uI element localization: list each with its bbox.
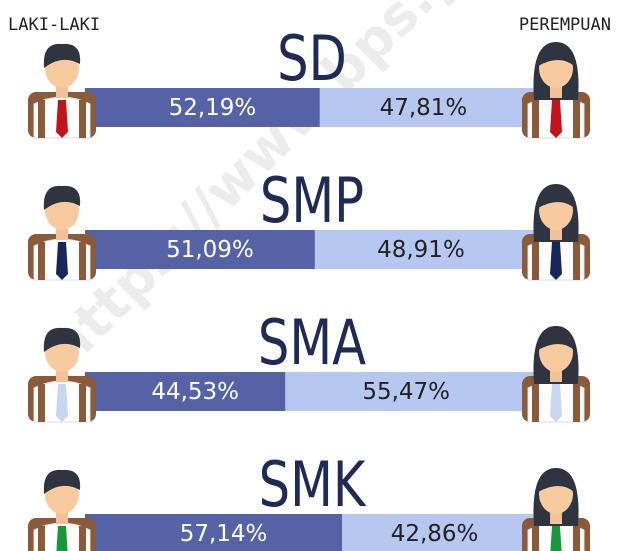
- tie: [550, 100, 562, 138]
- male-student-icon: [28, 470, 96, 551]
- category-title: SMA: [258, 308, 366, 380]
- value-label: 57,14%: [180, 521, 268, 547]
- value-label: 47,81%: [380, 95, 468, 121]
- strap: [79, 384, 86, 422]
- legend-right: PEREMPUAN: [519, 15, 611, 35]
- value-label: 55,47%: [362, 379, 450, 405]
- value-label: 48,91%: [377, 237, 465, 263]
- strap: [79, 100, 86, 138]
- strap: [38, 100, 45, 138]
- strap: [573, 526, 580, 551]
- strap: [79, 526, 86, 551]
- strap: [573, 384, 580, 422]
- watermark: https://www.bps.g: [35, 0, 474, 379]
- tie: [56, 100, 68, 138]
- strap: [532, 526, 539, 551]
- value-label: 52,19%: [169, 95, 257, 121]
- tie: [56, 242, 68, 280]
- category-title: SMP: [260, 166, 364, 238]
- value-label: 51,09%: [166, 237, 254, 263]
- strap: [573, 242, 580, 280]
- legend-left: LAKI-LAKI: [8, 15, 100, 35]
- tie: [56, 526, 68, 551]
- strap: [38, 526, 45, 551]
- tie: [550, 242, 562, 280]
- strap: [532, 242, 539, 280]
- value-label: 42,86%: [391, 521, 479, 547]
- strap: [532, 100, 539, 138]
- strap: [38, 242, 45, 280]
- category-title: SD: [277, 24, 347, 96]
- tie: [56, 384, 68, 422]
- infographic: LAKI-LAKI PEREMPUAN https://www.bps.gSD 5…: [0, 0, 619, 551]
- strap: [532, 384, 539, 422]
- strap: [79, 242, 86, 280]
- tie: [550, 526, 562, 551]
- value-label: 44,53%: [151, 379, 239, 405]
- strap: [38, 384, 45, 422]
- category-title: SMK: [259, 450, 367, 522]
- female-student-icon: [522, 468, 590, 551]
- strap: [573, 100, 580, 138]
- tie: [550, 384, 562, 422]
